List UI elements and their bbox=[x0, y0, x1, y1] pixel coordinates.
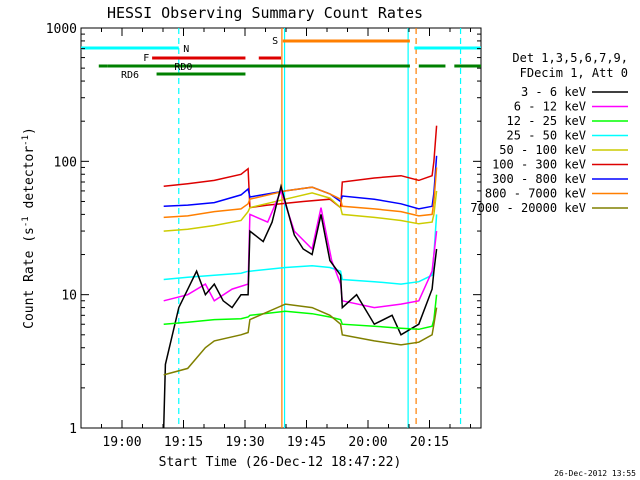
legend-label-7: 800 - 7000 keV bbox=[485, 187, 586, 201]
series-line-2 bbox=[163, 167, 438, 219]
series-lines bbox=[162, 125, 438, 429]
rd6-flag-label: RD6 bbox=[121, 70, 139, 81]
series-line-5 bbox=[163, 188, 438, 309]
y-tick-label-3: 1000 bbox=[46, 22, 77, 37]
legend-header-1: Det 1,3,5,6,7,9, bbox=[512, 51, 628, 65]
legend-header-2: FDecim 1, Att 0 bbox=[520, 66, 628, 80]
night-flag-label: N bbox=[183, 44, 189, 55]
legend-label-6: 300 - 800 keV bbox=[492, 172, 586, 186]
saa-flag-label: S bbox=[272, 36, 278, 47]
series-line-3 bbox=[163, 190, 438, 232]
axes-ticks: 1 10 100 1000 19:00 19:15 19:30 19:45 20:00 20:15 bbox=[46, 22, 481, 450]
legend-label-8: 7000 - 20000 keV bbox=[470, 201, 586, 215]
y-label-sup-2: -1 bbox=[21, 135, 31, 146]
legend: Det 1,3,5,6,7,9, FDecim 1, Att 0 3 - 6 k… bbox=[470, 51, 628, 215]
x-tick-label-4: 20:00 bbox=[348, 435, 387, 450]
series-line-8 bbox=[163, 303, 438, 376]
timestamp: 26-Dec-2012 13:55 bbox=[554, 469, 636, 478]
flag-bars: N F S RD0 RD6 bbox=[81, 36, 481, 81]
legend-label-4: 50 - 100 keV bbox=[499, 143, 586, 157]
y-label-part-2: detector bbox=[22, 146, 37, 217]
x-tick-label-3: 19:45 bbox=[287, 435, 326, 450]
legend-label-1: 6 - 12 keV bbox=[514, 100, 586, 114]
y-tick-label-0: 1 bbox=[69, 422, 77, 437]
flare-flag-label: F bbox=[143, 53, 149, 64]
x-tick-label-2: 19:30 bbox=[225, 435, 264, 450]
y-label-part-1: Count Rate (s bbox=[22, 227, 37, 329]
series-line-6 bbox=[162, 183, 438, 429]
series-line-4 bbox=[163, 214, 438, 285]
vertical-markers bbox=[178, 28, 462, 428]
y-label-part-3: ) bbox=[22, 127, 37, 135]
legend-label-5: 100 - 300 keV bbox=[492, 158, 586, 172]
x-axis-label: Start Time (26-Dec-12 18:47:22) bbox=[159, 455, 402, 470]
chart-title: HESSI Observing Summary Count Rates bbox=[107, 4, 423, 22]
plot-frame bbox=[80, 27, 482, 429]
y-tick-label-1: 10 bbox=[61, 289, 77, 304]
x-tick-label-1: 19:15 bbox=[164, 435, 203, 450]
y-axis-label: Count Rate (s-1 detector-1) bbox=[21, 127, 37, 329]
series-line-7 bbox=[163, 294, 438, 331]
x-tick-label-0: 19:00 bbox=[102, 435, 141, 450]
series-line-0 bbox=[163, 125, 438, 210]
legend-label-3: 25 - 50 keV bbox=[507, 129, 586, 143]
legend-label-2: 12 - 25 keV bbox=[507, 114, 586, 128]
y-label-sup-1: -1 bbox=[21, 216, 31, 227]
x-tick-label-5: 20:15 bbox=[410, 435, 449, 450]
y-tick-label-2: 100 bbox=[54, 155, 77, 170]
rd0-flag-label: RD0 bbox=[174, 62, 192, 73]
legend-label-0: 3 - 6 keV bbox=[521, 85, 586, 99]
